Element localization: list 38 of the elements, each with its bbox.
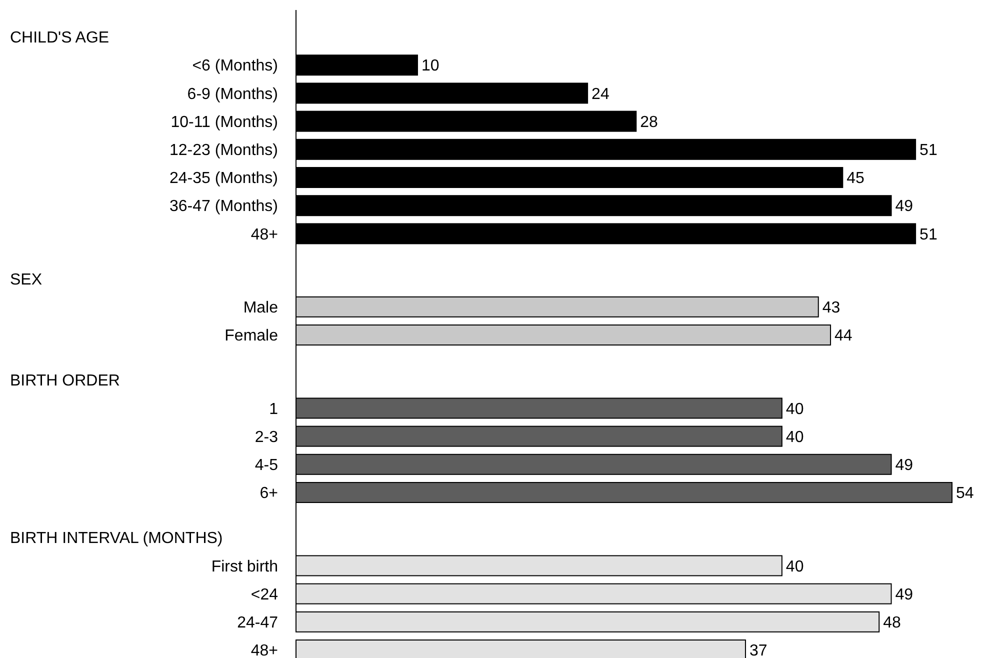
y-tick-label: First birth <box>211 558 278 576</box>
y-tick-label: 12-23 (Months) <box>170 142 278 159</box>
y-tick-label: 24-35 (Months) <box>170 170 278 188</box>
y-tick-label: <24 <box>250 586 278 604</box>
data-label: 49 <box>895 198 914 216</box>
data-label: 40 <box>786 400 804 418</box>
y-tick-label: Female <box>224 328 278 345</box>
text: BIRTH INTERVAL (MONTHS) <box>10 530 223 548</box>
text: CHILD'S AGE <box>10 30 110 47</box>
y-tick-label: 10-11 (Months) <box>170 114 278 131</box>
data-label: 51 <box>920 142 938 159</box>
data-label: 28 <box>640 114 658 131</box>
data-label: 40 <box>786 558 804 576</box>
y-tick-label: 48+ <box>250 642 278 658</box>
y-tick-label: 1 <box>269 400 278 418</box>
data-label: 45 <box>846 170 865 188</box>
y-tick-label: 6+ <box>260 485 278 502</box>
y-tick-label: Male <box>243 300 278 316</box>
data-label: 10 <box>421 58 440 75</box>
data-label: 51 <box>920 226 938 244</box>
y-tick-label: 4-5 <box>254 457 278 474</box>
data-label: 24 <box>592 86 610 103</box>
data-label: 54 <box>956 485 974 502</box>
data-label: 49 <box>895 586 914 604</box>
y-tick-label: 6-9 (Months) <box>187 86 278 103</box>
data-label: 49 <box>895 457 914 474</box>
y-tick-label: 24-47 <box>237 614 278 632</box>
text: SEX <box>10 271 42 288</box>
y-tick-label: 48+ <box>250 226 278 244</box>
data-label: 48 <box>883 614 902 632</box>
text: BIRTH ORDER <box>10 372 120 390</box>
y-tick-label: 2-3 <box>254 428 278 446</box>
data-label: 40 <box>786 428 804 446</box>
data-label: 43 <box>822 300 840 316</box>
y-tick-label: 36-47 (Months) <box>170 198 278 216</box>
y-tick-label: <6 (Months) <box>192 58 278 75</box>
data-label: 44 <box>834 328 852 345</box>
data-label: 37 <box>749 642 768 658</box>
